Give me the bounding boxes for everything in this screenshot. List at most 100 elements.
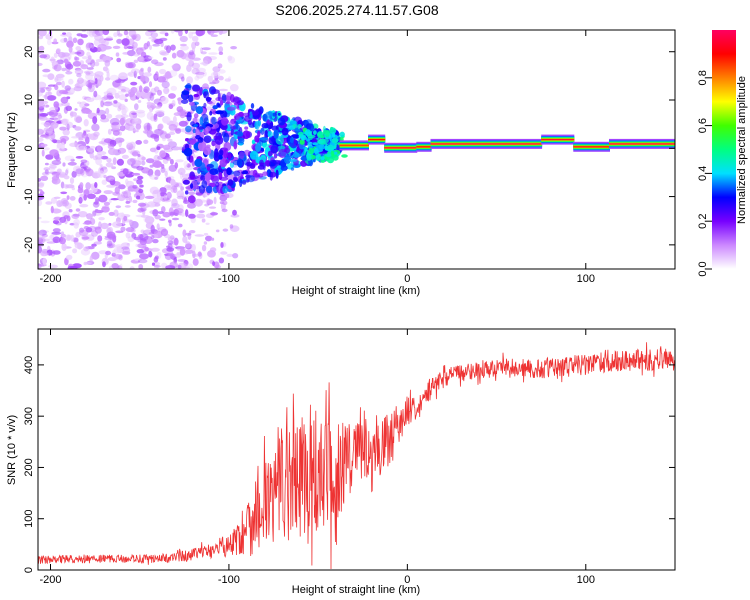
- noise-blob: [173, 237, 179, 246]
- noise-blob: [230, 214, 240, 218]
- noise-blob: [42, 95, 47, 98]
- noise-blob: [140, 229, 145, 234]
- x-tick-label: -200: [39, 574, 61, 586]
- noise-blob: [149, 164, 154, 168]
- noise-blob: [59, 147, 68, 152]
- noise-blob: [42, 230, 49, 233]
- signal-blob: [221, 93, 227, 104]
- noise-blob: [191, 31, 196, 35]
- noise-blob: [63, 175, 70, 180]
- noise-blob: [119, 263, 123, 269]
- noise-blob: [94, 226, 102, 234]
- signal-blob: [219, 99, 224, 106]
- band-layer: [368, 139, 386, 141]
- noise-blob: [127, 72, 132, 76]
- noise-blob: [85, 168, 94, 177]
- noise-blob: [99, 164, 103, 167]
- noise-blob: [109, 74, 119, 81]
- noise-blob: [64, 85, 71, 91]
- noise-blob: [61, 52, 70, 57]
- noise-blob: [135, 129, 139, 133]
- signal-blob: [194, 158, 203, 168]
- noise-blob: [74, 56, 78, 61]
- noise-blob: [227, 55, 233, 61]
- noise-blob: [151, 59, 159, 65]
- noise-blob: [105, 107, 110, 115]
- noise-blob: [74, 69, 84, 75]
- noise-blob: [100, 100, 104, 108]
- noise-blob: [222, 228, 229, 232]
- noise-blob: [73, 222, 79, 229]
- noise-blob: [165, 156, 172, 161]
- signal-blob: [238, 111, 244, 117]
- noise-blob: [49, 149, 59, 157]
- signal-blob: [257, 164, 265, 170]
- noise-blob: [94, 182, 98, 188]
- noise-blob: [210, 212, 218, 216]
- noise-blob: [136, 166, 144, 171]
- noise-blob: [168, 123, 178, 131]
- noise-blob: [122, 251, 131, 255]
- noise-blob: [102, 261, 106, 268]
- signal-blob: [277, 112, 281, 116]
- noise-blob: [51, 177, 61, 185]
- noise-blob: [138, 264, 144, 269]
- noise-blob: [135, 140, 142, 145]
- noise-blob: [215, 229, 220, 233]
- signal-blob: [205, 126, 211, 132]
- noise-blob: [62, 162, 66, 167]
- noise-blob: [38, 178, 42, 182]
- signal-blob: [181, 90, 190, 96]
- noise-blob: [135, 243, 140, 248]
- noise-blob: [213, 196, 217, 205]
- noise-blob: [96, 107, 100, 114]
- band-layer: [430, 143, 543, 145]
- noise-blob: [57, 168, 62, 173]
- noise-blob: [60, 142, 65, 150]
- signal-blob: [238, 151, 245, 160]
- noise-blob: [77, 101, 82, 105]
- signal-blob: [214, 135, 224, 145]
- noise-blob: [119, 149, 125, 155]
- noise-blob: [40, 175, 49, 181]
- noise-blob: [153, 113, 157, 121]
- noise-blob: [152, 161, 163, 168]
- signal-blob-strong: [313, 130, 317, 136]
- noise-blob: [154, 86, 160, 93]
- noise-blob: [188, 60, 195, 67]
- noise-blob: [117, 33, 123, 37]
- y-tick-label: 0: [23, 567, 35, 573]
- noise-blob: [224, 78, 231, 82]
- noise-blob: [143, 229, 153, 235]
- noise-blob: [137, 155, 146, 163]
- noise-blob: [83, 246, 89, 252]
- noise-blob: [177, 264, 182, 269]
- noise-blob: [49, 58, 56, 62]
- noise-blob: [91, 123, 100, 132]
- signal-blob: [189, 101, 195, 106]
- figure-title: S206.2025.274.11.57.G08: [275, 2, 438, 18]
- signal-blob: [262, 171, 269, 176]
- noise-blob: [108, 222, 112, 226]
- noise-blob: [81, 56, 89, 60]
- signal-blob: [255, 143, 261, 153]
- y-tick-label: 200: [23, 458, 35, 476]
- noise-blob: [177, 259, 187, 262]
- noise-blob: [229, 84, 239, 92]
- noise-blob: [123, 45, 128, 50]
- signal-blob-strong: [320, 159, 326, 163]
- noise-blob: [150, 247, 160, 252]
- noise-blob: [41, 171, 50, 176]
- x-tick-label: 0: [404, 273, 410, 285]
- noise-blob: [108, 211, 115, 216]
- noise-blob: [230, 46, 238, 50]
- signal-blob: [243, 149, 251, 156]
- noise-blob: [217, 63, 223, 69]
- noise-blob: [164, 252, 173, 261]
- noise-blob: [225, 193, 230, 199]
- noise-blob: [93, 131, 100, 137]
- noise-blob: [170, 179, 176, 186]
- noise-blob: [170, 129, 175, 133]
- signal-blob: [250, 103, 255, 109]
- signal-blob: [219, 176, 229, 181]
